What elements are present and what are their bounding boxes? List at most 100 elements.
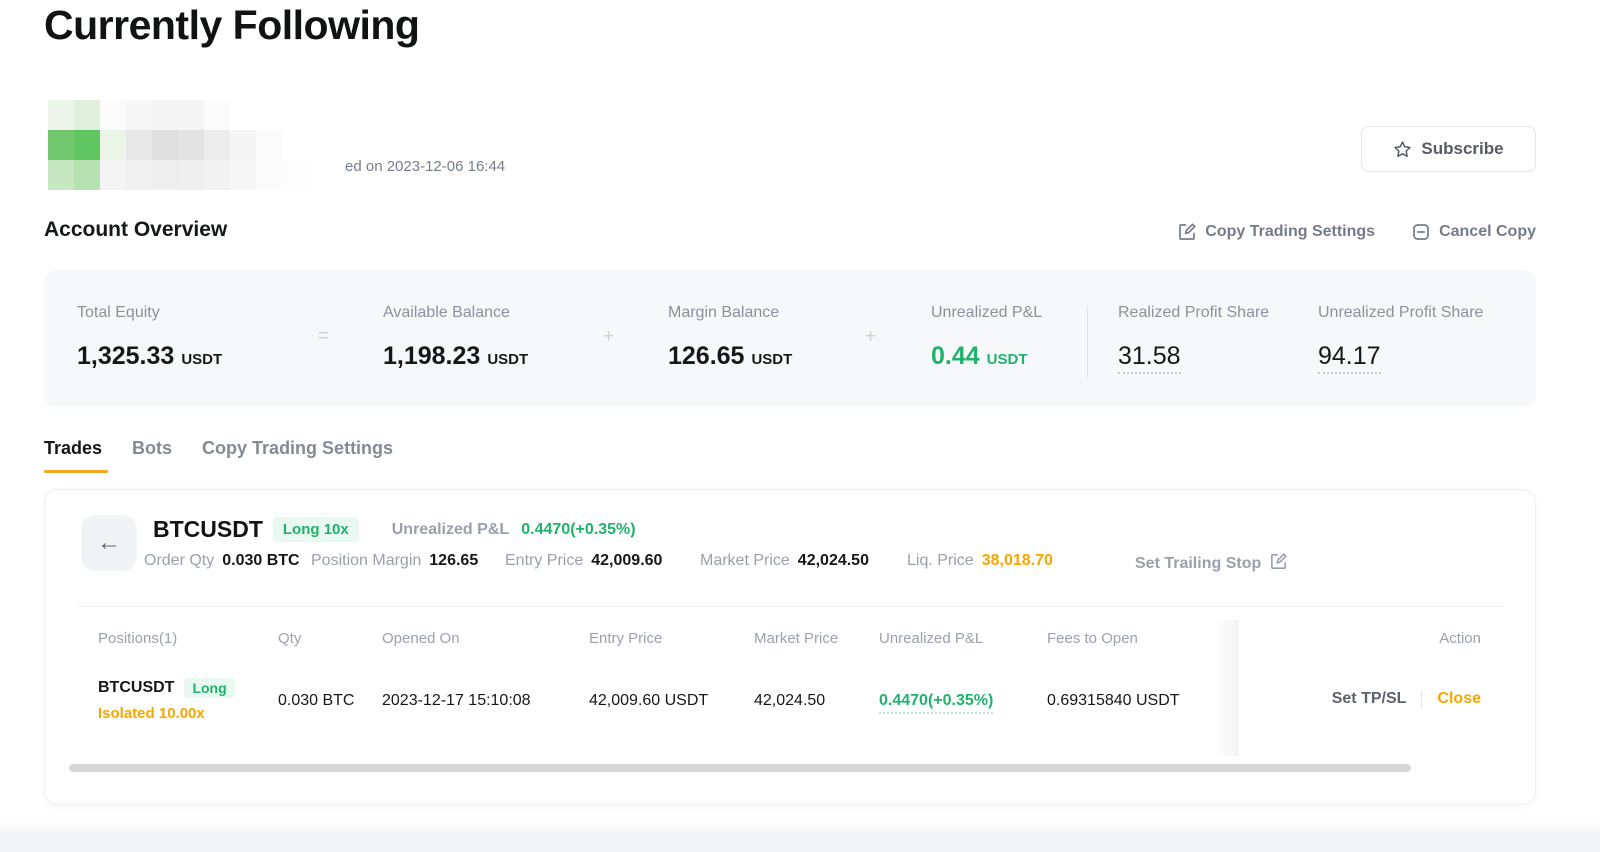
col-opened-on: Opened On <box>382 630 460 647</box>
avatar-pixel <box>178 100 204 130</box>
tab-bots[interactable]: Bots <box>132 438 173 458</box>
position-symbol: BTCUSDT <box>153 516 263 542</box>
edit-square-icon <box>1177 222 1197 242</box>
position-margin: Position Margin 126.65 <box>311 552 479 569</box>
position-header: BTCUSDT Long 10x Unrealized P&L 0.4470(+… <box>153 516 636 543</box>
minus-square-icon <box>1411 222 1431 242</box>
row-market-price: 42,024.50 <box>754 692 826 709</box>
set-trailing-stop-button[interactable]: Set Trailing Stop <box>1135 552 1288 576</box>
avatar-pixel <box>126 100 152 130</box>
avatar-pixel <box>204 100 230 130</box>
avatar-pixel <box>256 160 282 190</box>
back-button[interactable]: ← <box>81 515 137 571</box>
avatar-pixel <box>230 100 256 130</box>
row-opened-on: 2023-12-17 15:10:08 <box>382 692 531 709</box>
tab-copy-trading-settings[interactable]: Copy Trading Settings <box>202 438 394 458</box>
entry-price: Entry Price 42,009.60 <box>505 552 663 569</box>
avatar-pixel <box>126 130 152 160</box>
subscribe-button[interactable]: Subscribe <box>1361 126 1536 172</box>
realized-profit-share-value: 31.58 <box>1118 342 1181 374</box>
cancel-copy-link[interactable]: Cancel Copy <box>1411 222 1536 242</box>
row-actions: Set TP/SL Close <box>1331 690 1481 708</box>
avatar-pixel <box>282 100 308 130</box>
avatar-pixel <box>256 100 282 130</box>
close-position-button[interactable]: Close <box>1437 690 1481 707</box>
available-balance-value: 1,198.23 <box>383 342 481 370</box>
row-side-badge: Long <box>184 678 235 698</box>
avatar-pixel <box>48 160 74 190</box>
avatar-pixel <box>152 130 178 160</box>
avatar-pixel <box>74 130 100 160</box>
stat-available-balance: Available Balance 1,198.23 USDT <box>383 304 529 370</box>
order-qty: Order Qty 0.030 BTC <box>144 552 300 569</box>
stat-unrealized-pnl: Unrealized P&L 0.44 USDT <box>931 304 1043 370</box>
positions-table-header: Positions(1) Qty Opened On Entry Price M… <box>45 630 1535 654</box>
bottom-strip <box>0 835 1600 852</box>
margin-balance-value: 126.65 <box>668 342 745 370</box>
stat-margin-balance: Margin Balance 126.65 USDT <box>668 304 793 370</box>
tab-trades[interactable]: Trades <box>44 438 109 473</box>
bottom-fade <box>0 819 1600 835</box>
position-stats-row: Order Qty 0.030 BTC Position Margin 126.65… <box>45 552 1535 574</box>
row-qty: 0.030 BTC <box>278 692 355 709</box>
avatar-pixel <box>282 130 308 160</box>
col-entry-price: Entry Price <box>589 630 663 647</box>
unrealized-profit-share-value: 94.17 <box>1318 342 1381 374</box>
row-margin-mode: Isolated 10.00x <box>98 705 205 722</box>
avatar-pixel <box>256 130 282 160</box>
position-pnl-value: 0.4470(+0.35%) <box>521 520 636 538</box>
horizontal-scrollbar-thumb[interactable] <box>69 764 1411 772</box>
market-price: Market Price 42,024.50 <box>700 552 869 569</box>
position-table-row: BTCUSDT Long Isolated 10.00x 0.030 BTC 2… <box>45 662 1535 746</box>
cancel-copy-label: Cancel Copy <box>1439 223 1536 240</box>
equals-operator: = <box>318 326 330 347</box>
avatar-pixel <box>74 160 100 190</box>
set-trailing-stop-label: Set Trailing Stop <box>1135 555 1262 572</box>
stat-unrealized-profit-share: Unrealized Profit Share 94.17 <box>1318 304 1483 374</box>
col-unrealized-pnl: Unrealized P&L <box>879 630 984 647</box>
stats-divider <box>1087 306 1088 378</box>
avatar-pixel <box>100 130 126 160</box>
plus-operator: + <box>865 326 877 347</box>
plus-operator: + <box>603 326 615 347</box>
stat-realized-profit-share: Realized Profit Share 31.58 <box>1118 304 1269 374</box>
avatar-pixel <box>204 160 230 190</box>
page-title: Currently Following <box>44 2 420 48</box>
avatar-pixel <box>74 100 100 130</box>
avatar-pixel <box>282 160 308 190</box>
content-tabs: Trades Bots Copy Trading Settings <box>44 438 393 473</box>
account-stats-bar: Total Equity 1,325.33 USDT = Available Ba… <box>44 270 1536 407</box>
account-overview-title: Account Overview <box>44 218 228 241</box>
account-overview-actions: Copy Trading Settings Cancel Copy <box>1177 222 1536 242</box>
row-fees-to-open: 0.69315840 USDT <box>1047 692 1180 709</box>
avatar-pixel <box>152 160 178 190</box>
col-qty: Qty <box>278 630 302 647</box>
avatar-pixel <box>126 160 152 190</box>
col-market-price: Market Price <box>754 630 839 647</box>
avatar-pixel <box>230 130 256 160</box>
set-tpsl-button[interactable]: Set TP/SL <box>1331 690 1407 707</box>
avatar-pixel <box>100 160 126 190</box>
stat-total-equity: Total Equity 1,325.33 USDT <box>77 304 223 370</box>
avatar-pixel <box>48 100 74 130</box>
avatar-pixel <box>178 160 204 190</box>
copy-trading-settings-link[interactable]: Copy Trading Settings <box>1177 222 1375 242</box>
edit-square-icon <box>1269 552 1288 576</box>
avatar-pixel <box>100 100 126 130</box>
sticky-column-shadow <box>1213 620 1239 756</box>
row-symbol-cell: BTCUSDT Long Isolated 10.00x <box>98 678 235 722</box>
star-icon <box>1393 140 1412 159</box>
avatar-pixel <box>230 160 256 190</box>
card-divider <box>77 606 1503 607</box>
col-fees-to-open: Fees to Open <box>1047 630 1138 647</box>
position-unrealized-pnl: Unrealized P&L 0.4470(+0.35%) <box>391 520 636 538</box>
subscribe-label: Subscribe <box>1421 139 1504 158</box>
back-arrow-icon: ← <box>97 529 121 556</box>
avatar-pixel <box>204 130 230 160</box>
avatar-pixel <box>152 100 178 130</box>
position-side-badge: Long 10x <box>272 517 359 542</box>
unrealized-pnl-value: 0.44 <box>931 342 980 370</box>
avatar-pixel <box>48 130 74 160</box>
col-action: Action <box>1439 630 1481 647</box>
followed-on-date: ed on 2023-12-06 16:44 <box>345 158 506 175</box>
